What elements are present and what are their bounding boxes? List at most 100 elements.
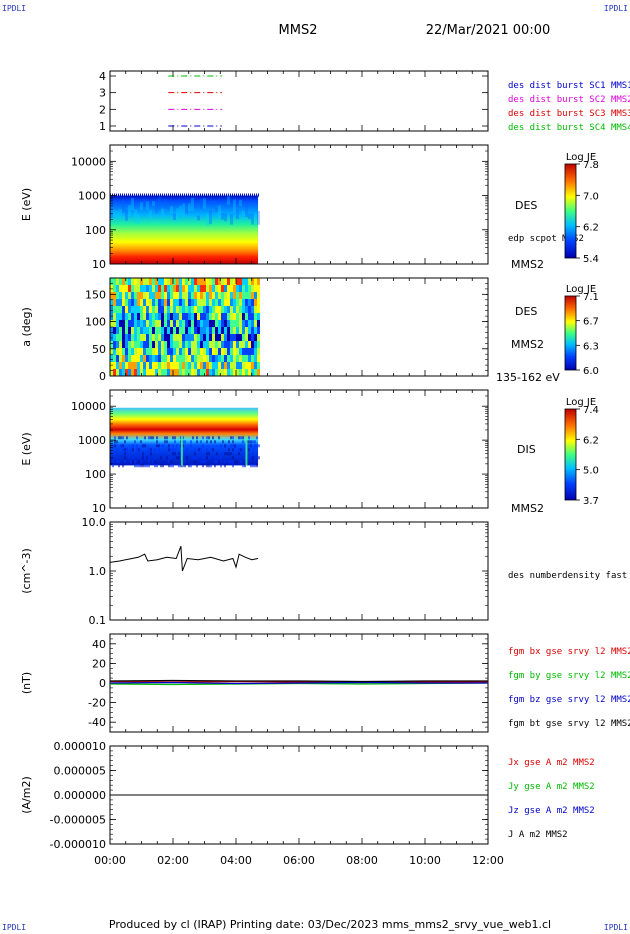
des-pitch-cell xyxy=(134,334,137,341)
dis-energy-texture xyxy=(232,444,234,448)
dis-energy-texture xyxy=(138,464,140,468)
des-pitch-cell xyxy=(206,369,209,376)
des-pitch-cell xyxy=(194,278,197,285)
des-pitch-cell xyxy=(143,306,146,313)
des-pitch-cell xyxy=(164,278,167,285)
des-pitch-panel-tick-label: 0 xyxy=(99,370,106,383)
des-pitch-cell xyxy=(155,355,158,362)
dis-energy-texture xyxy=(126,448,128,452)
des-pitch-cell xyxy=(167,369,170,376)
dis-energy-texture xyxy=(200,452,202,456)
des-pitch-cell xyxy=(137,362,140,369)
dis-energy-texture xyxy=(116,440,118,444)
dis-energy-texture xyxy=(154,456,156,460)
des-pitch-cell xyxy=(137,348,140,355)
des-pitch-cell xyxy=(218,362,221,369)
des-energy-texture xyxy=(257,210,260,225)
dis-energy-texture xyxy=(232,448,234,452)
des-pitch-cell xyxy=(215,334,218,341)
des-pitch-cell xyxy=(257,362,260,369)
x-axis-tick-label: 06:00 xyxy=(283,854,315,867)
des-pitch-cell xyxy=(200,327,203,334)
des-pitch-cell xyxy=(197,278,200,285)
dis-energy-species-label: DIS xyxy=(517,443,536,456)
des-energy-texture xyxy=(134,209,137,223)
des-energy-edge xyxy=(160,193,161,197)
des-energy-texture xyxy=(164,198,167,209)
dis-energy-texture xyxy=(196,456,198,460)
des-pitch-cell xyxy=(131,341,134,348)
des-pitch-cell xyxy=(122,348,125,355)
dis-energy-texture xyxy=(176,456,178,460)
des-energy-edge xyxy=(180,193,181,197)
des-pitch-cell xyxy=(215,320,218,327)
dis-energy-texture xyxy=(160,452,162,456)
dis-energy-texture xyxy=(198,448,200,452)
des-pitch-cell xyxy=(158,341,161,348)
dis-energy-texture xyxy=(196,440,198,444)
dis-energy-texture xyxy=(132,456,134,460)
des-pitch-cell xyxy=(248,299,251,306)
des-energy-edge xyxy=(234,193,235,197)
des-pitch-cell xyxy=(110,306,113,313)
des-pitch-cell xyxy=(155,313,158,320)
des-energy-edge xyxy=(256,193,257,197)
dis-energy-texture xyxy=(182,464,184,468)
magnetic-field-panel-tick-label: -20 xyxy=(88,697,106,710)
des-pitch-cell xyxy=(245,362,248,369)
des-pitch-cell xyxy=(206,292,209,299)
dis-energy-texture xyxy=(218,456,220,460)
des-pitch-cell xyxy=(230,292,233,299)
des-pitch-cell xyxy=(149,348,152,355)
des-pitch-cell xyxy=(203,320,206,327)
des-pitch-cell xyxy=(254,362,257,369)
des-energy-edge xyxy=(212,193,213,197)
des-pitch-cell xyxy=(185,369,188,376)
dis-energy-texture xyxy=(214,440,216,444)
des-pitch-cell xyxy=(242,285,245,292)
dis-energy-texture xyxy=(142,452,144,456)
des-pitch-cell xyxy=(230,313,233,320)
des-pitch-cell xyxy=(242,313,245,320)
des-pitch-cell xyxy=(140,285,143,292)
des-pitch-cell xyxy=(134,278,137,285)
des-pitch-cell xyxy=(257,341,260,348)
dis-energy-texture xyxy=(254,440,256,444)
des-energy-edge xyxy=(246,193,247,197)
des-energy-edge xyxy=(190,193,191,197)
des-pitch-cell xyxy=(245,292,248,299)
des-pitch-cell xyxy=(200,320,203,327)
des-pitch-cell xyxy=(230,355,233,362)
des-pitch-cell xyxy=(146,362,149,369)
des-pitch-cell xyxy=(125,334,128,341)
dis-energy-texture xyxy=(156,440,158,444)
des-pitch-cell xyxy=(122,362,125,369)
current-density-panel-tick-label: 0.000000 xyxy=(54,789,107,802)
des-pitch-cell xyxy=(242,362,245,369)
des-pitch-cell xyxy=(176,348,179,355)
des-pitch-cell xyxy=(128,369,131,376)
des-energy-texture xyxy=(182,203,185,218)
des-pitch-cell xyxy=(182,320,185,327)
des-pitch-cell xyxy=(227,327,230,334)
des-pitch-cell xyxy=(212,334,215,341)
des-pitch-cell xyxy=(173,334,176,341)
des-pitch-cell xyxy=(140,320,143,327)
des-pitch-cell xyxy=(170,285,173,292)
magnetic-field-panel-tick-label: 0 xyxy=(99,677,106,690)
des-pitch-cell xyxy=(182,313,185,320)
des-pitch-cell xyxy=(137,306,140,313)
dis-energy-texture xyxy=(254,444,256,448)
des-pitch-cell xyxy=(194,306,197,313)
des-pitch-cell xyxy=(185,285,188,292)
des-pitch-cell xyxy=(122,292,125,299)
des-pitch-cell xyxy=(236,306,239,313)
des-energy-edge xyxy=(196,193,197,197)
des-pitch-cell xyxy=(251,369,254,376)
des-energy-texture xyxy=(239,199,242,207)
des-pitch-cell xyxy=(203,355,206,362)
des-energy-texture xyxy=(212,200,215,205)
dis-energy-texture xyxy=(242,436,244,440)
dis-energy-texture xyxy=(112,464,114,468)
des-pitch-cell xyxy=(116,292,119,299)
